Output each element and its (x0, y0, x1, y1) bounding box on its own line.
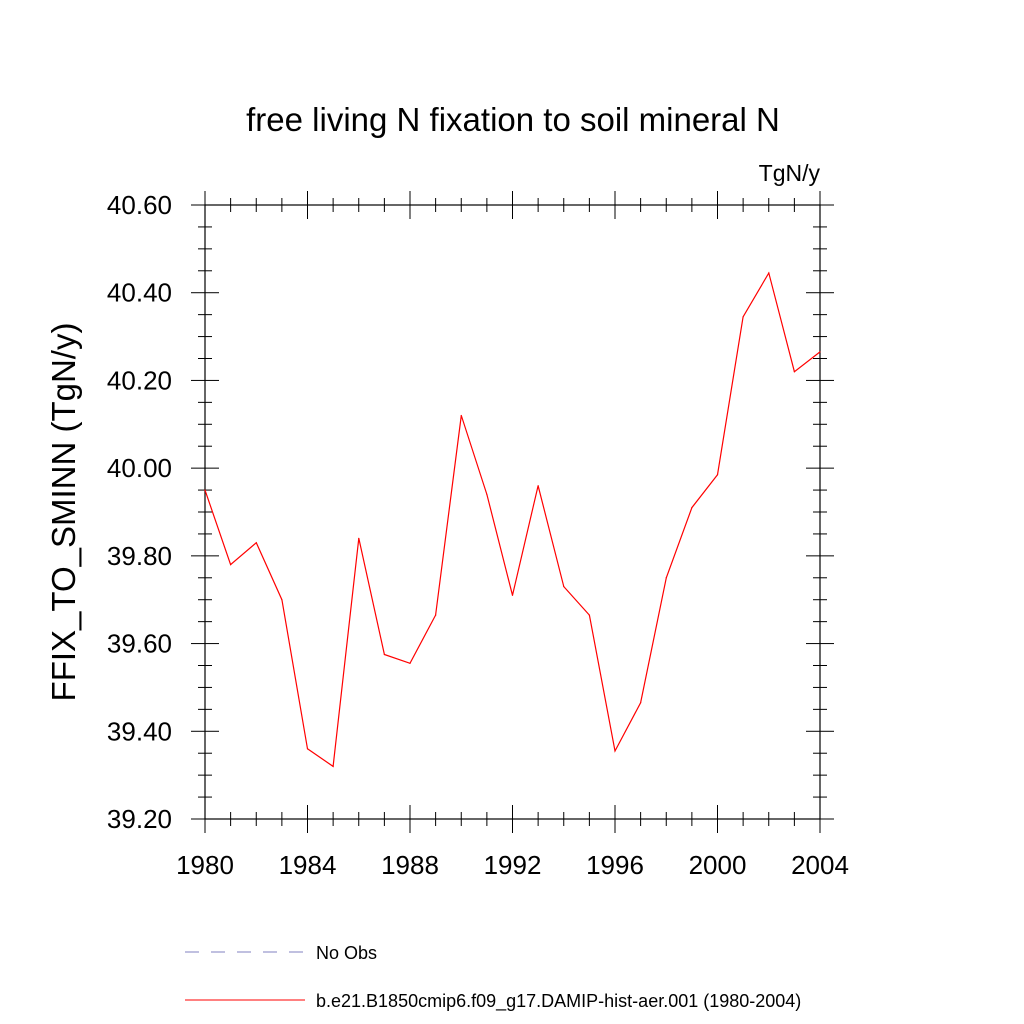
chart-title: free living N fixation to soil mineral N (246, 101, 780, 138)
data-point (358, 537, 360, 539)
data-point (409, 662, 411, 664)
data-point (588, 614, 590, 616)
data-point (306, 748, 309, 750)
y-axis-label: FFIX_TO_SMINN (TgN/y) (45, 323, 82, 702)
y-tick-label: 40.00 (107, 453, 172, 483)
data-point (768, 272, 770, 274)
data-point (435, 614, 437, 616)
data-point (742, 316, 744, 318)
data-point (793, 371, 795, 373)
y-tick-label: 40.40 (107, 278, 172, 308)
data-point (665, 577, 667, 579)
data-point (204, 489, 206, 491)
data-point (716, 474, 719, 476)
y-tick-label: 39.20 (107, 804, 172, 834)
x-tick-label: 1988 (381, 850, 439, 880)
legend: No Obs b.e21.B1850cmip6.f09_g17.DAMIP-his… (185, 943, 801, 1012)
y-tick-label: 39.40 (107, 716, 172, 746)
data-point (281, 599, 283, 601)
data-point (383, 653, 385, 656)
y-tick-label: 39.60 (107, 629, 172, 659)
data-point (563, 585, 565, 588)
series-line (204, 271, 821, 768)
plot-frame (204, 204, 821, 820)
data-point (230, 564, 232, 566)
data-point (332, 765, 334, 767)
legend-label: No Obs (316, 943, 377, 963)
data-point (537, 485, 539, 487)
x-tick-label: 1996 (586, 850, 644, 880)
data-point (486, 493, 488, 496)
x-tick-label: 2000 (689, 850, 747, 880)
series-lines (204, 271, 821, 768)
data-point (460, 414, 462, 417)
units-label: TgN/y (759, 160, 821, 186)
data-point (640, 702, 642, 704)
legend-label: b.e21.B1850cmip6.f09_g17.DAMIP-hist-aer.… (316, 991, 801, 1012)
y-tick-label: 40.60 (107, 190, 172, 220)
x-tick-label: 1984 (279, 850, 337, 880)
x-tick-label: 2004 (791, 850, 849, 880)
x-tick-label: 1980 (176, 850, 234, 880)
x-tick-label: 1992 (484, 850, 542, 880)
y-tick-label: 39.80 (107, 541, 172, 571)
x-tick-labels: 1980 1984 1988 1992 1996 2000 2004 (176, 850, 849, 880)
y-tick-labels: 39.20 39.40 39.60 39.80 40.00 40.20 40.40 40.60 (107, 190, 172, 834)
data-point (511, 594, 514, 596)
data-point (255, 542, 257, 544)
data-point (819, 351, 821, 353)
data-point (614, 750, 616, 752)
data-point (691, 507, 693, 509)
axis-ticks (191, 191, 834, 833)
y-tick-label: 40.20 (107, 365, 172, 395)
